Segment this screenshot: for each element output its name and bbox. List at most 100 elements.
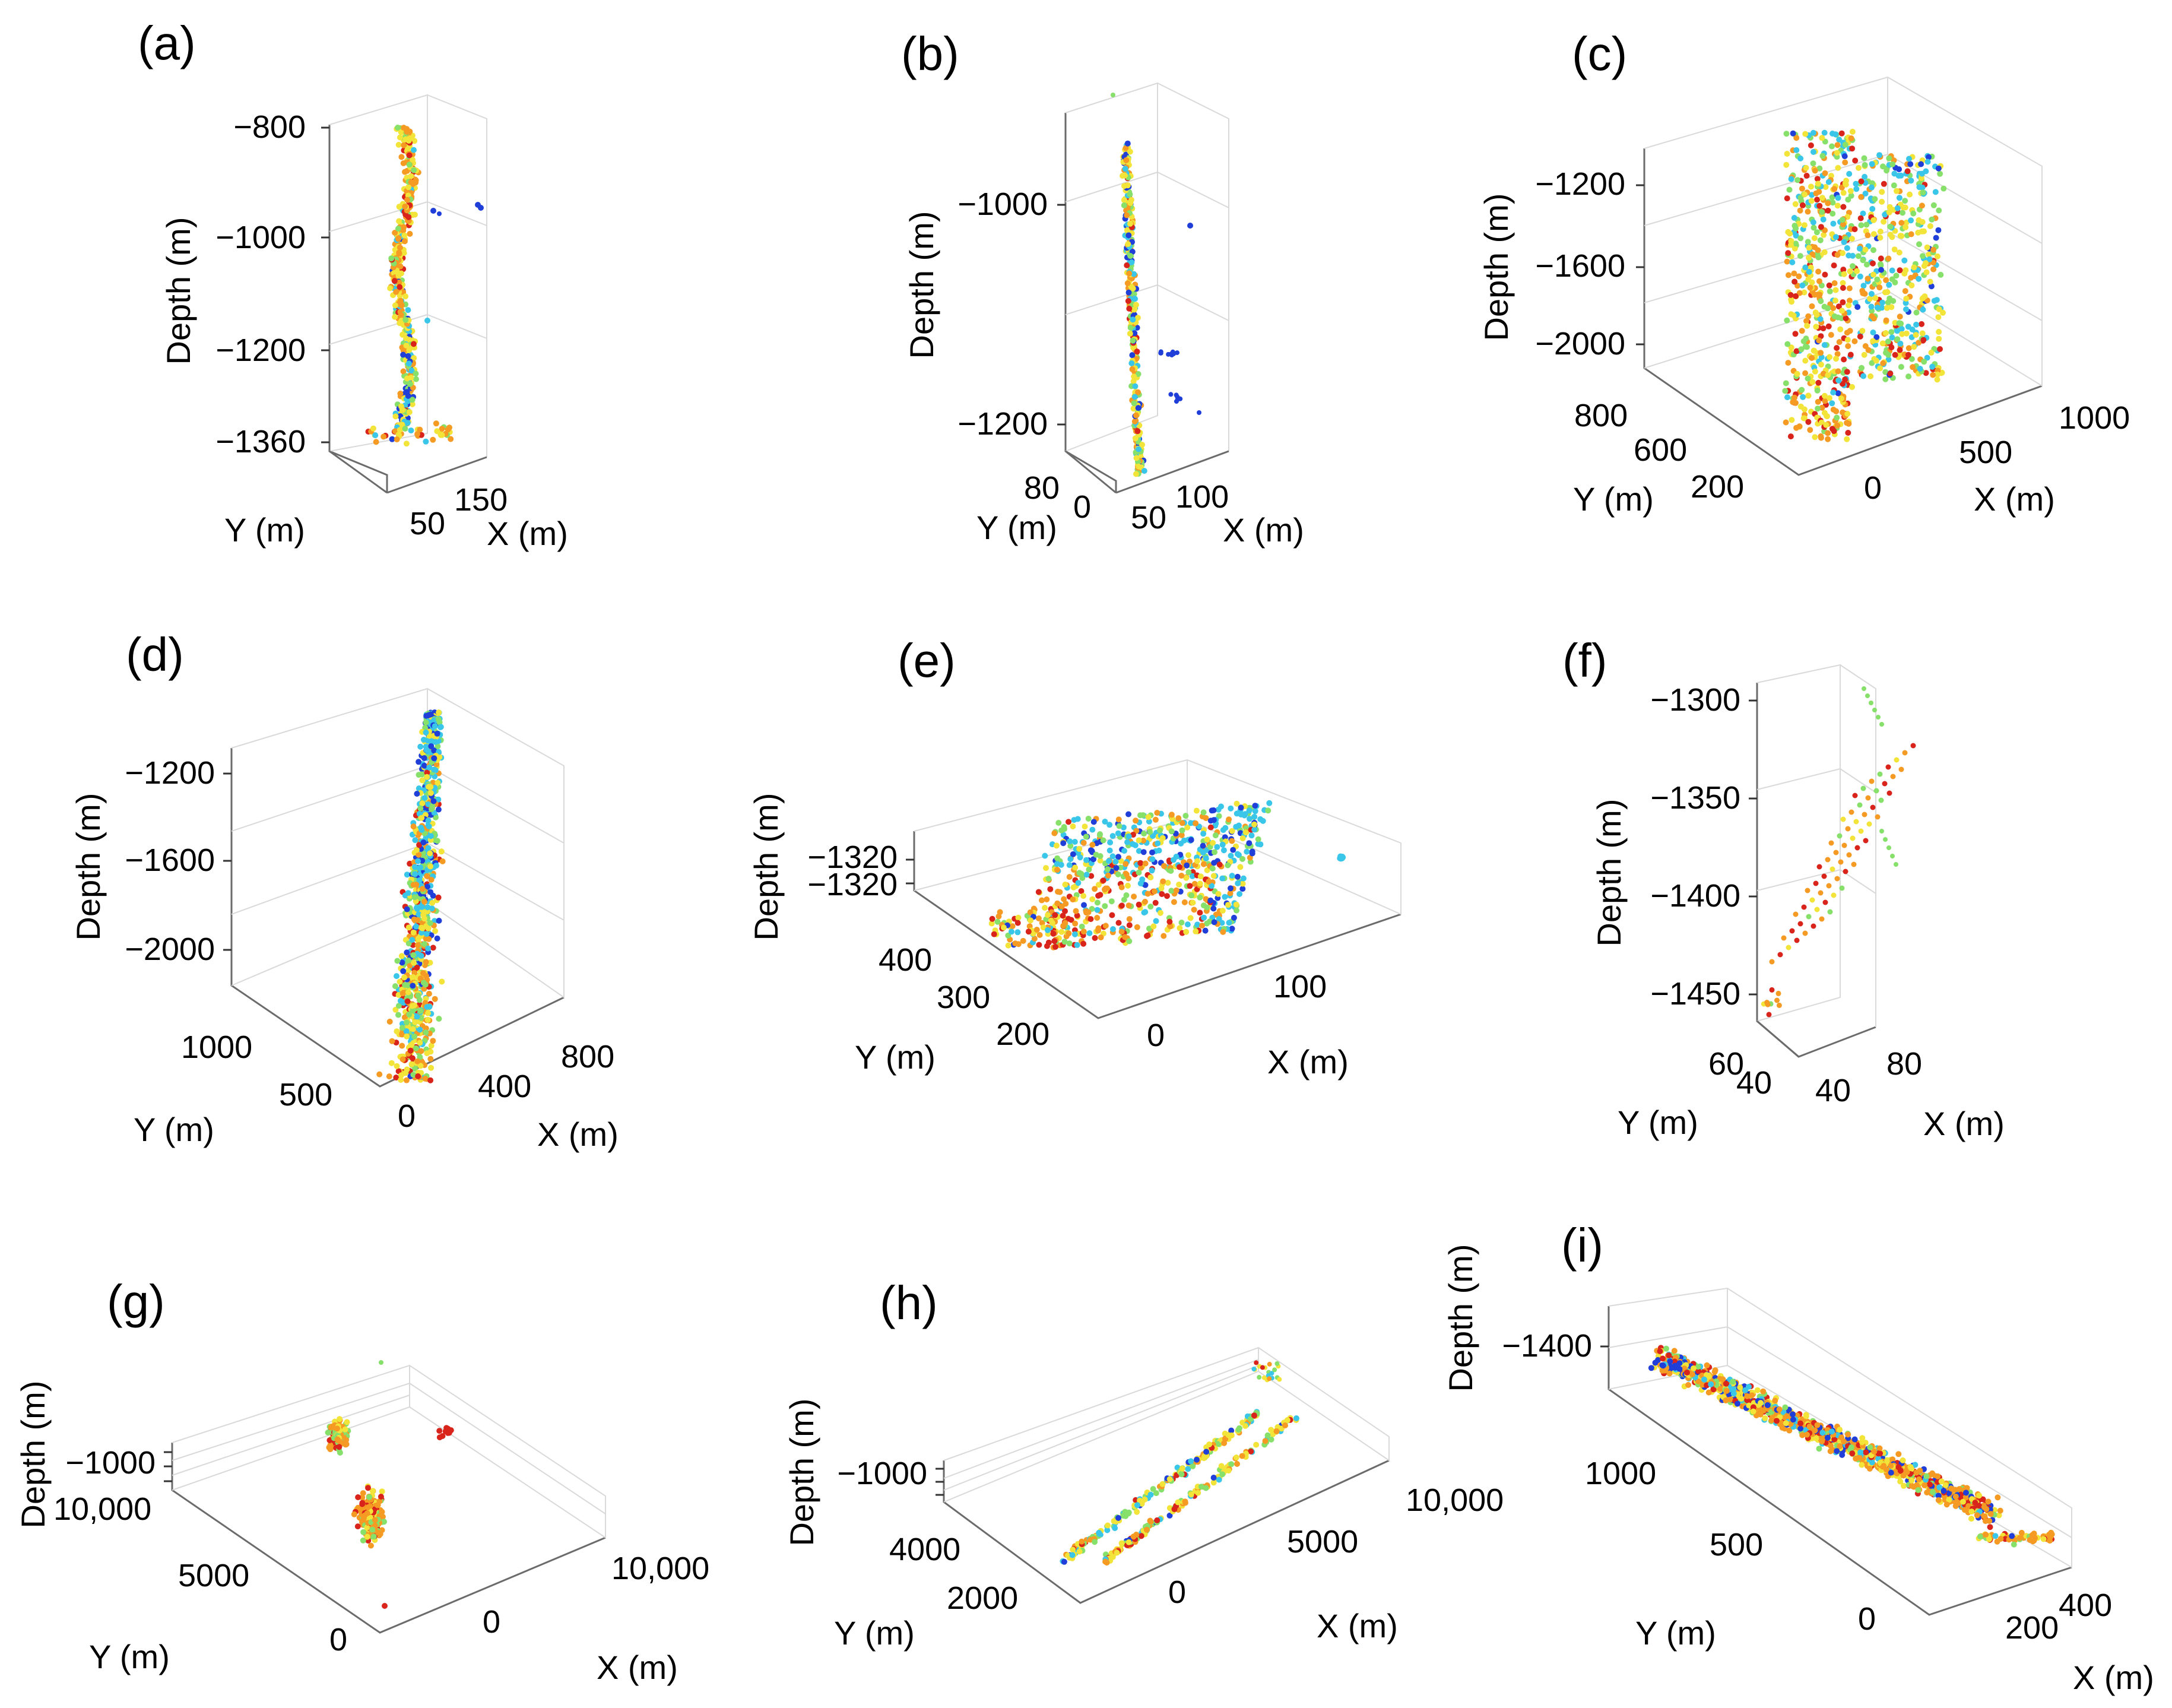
scatter-point <box>1216 861 1223 868</box>
x-tick-label: 400 <box>478 1069 531 1104</box>
scatter-point <box>418 924 424 931</box>
scatter-point <box>1919 202 1925 209</box>
scatter-point <box>1762 1415 1768 1421</box>
scatter-point <box>1845 343 1851 349</box>
scatter-point <box>392 230 398 236</box>
scatter-point <box>326 1437 333 1443</box>
scatter-point <box>364 1504 371 1511</box>
scatter-point <box>410 1026 416 1032</box>
scatter-point <box>1806 268 1812 275</box>
scatter-point <box>407 230 413 237</box>
scatter-point <box>1238 804 1244 811</box>
scatter-point <box>1802 343 1809 350</box>
scatter-point <box>1905 351 1911 358</box>
scatter-point <box>1220 929 1226 935</box>
scatter-point <box>1847 351 1854 358</box>
y-axis: 1000 500 Y (m) <box>134 1029 332 1148</box>
scatter-point <box>429 899 436 906</box>
scatter-point <box>1791 270 1797 277</box>
scatter-point <box>1889 161 1896 167</box>
y-axis: Y (m) <box>224 511 305 549</box>
scatter-point <box>425 945 432 952</box>
scatter-point <box>1869 205 1876 212</box>
scatter-point <box>1052 912 1058 918</box>
scatter-point <box>1905 345 1912 351</box>
scatter-point <box>1027 909 1033 915</box>
scatter-point <box>1788 242 1794 248</box>
scatter-point <box>404 420 411 426</box>
scatter-point <box>1127 191 1133 198</box>
scatter-point <box>1891 246 1898 253</box>
scatter-point <box>1234 800 1240 807</box>
scatter-point <box>1793 225 1799 232</box>
scatter-point <box>1850 263 1856 270</box>
scatter-point <box>1190 1463 1196 1469</box>
scatter-point <box>1125 232 1132 239</box>
scatter-point <box>1141 910 1147 916</box>
scatter-point <box>1115 1514 1121 1521</box>
scatter-point <box>1814 176 1821 182</box>
x-tick-label: 0 <box>1147 1018 1165 1053</box>
scatter-point <box>1131 271 1137 277</box>
scatter-point <box>1044 943 1050 949</box>
y-axis-label: Y (m) <box>1618 1104 1698 1141</box>
y-axis-label: Y (m) <box>1635 1614 1716 1652</box>
scatter-point <box>1834 150 1840 156</box>
scatter-point <box>1825 207 1831 214</box>
scatter-point <box>404 906 410 912</box>
scatter-point <box>1902 750 1908 756</box>
scatter-point <box>1132 296 1138 302</box>
y-tick-label: 0 <box>1858 1601 1876 1637</box>
scatter-point <box>1130 344 1137 351</box>
scatter-point <box>1005 932 1012 939</box>
y-tick-label: 10,000 <box>53 1491 151 1527</box>
scatter-point <box>404 998 411 1004</box>
scatter-point <box>1074 942 1080 948</box>
z-tick-label: −1200 <box>1535 166 1625 202</box>
scatter-point <box>1862 173 1868 180</box>
scatter-point <box>1785 360 1791 366</box>
scatter-point <box>1118 929 1125 935</box>
scatter-point <box>1816 1446 1822 1452</box>
scatter-point <box>1201 914 1207 921</box>
y-tick-label: 200 <box>996 1016 1049 1052</box>
scatter-point <box>1888 329 1895 335</box>
scatter-point <box>1900 204 1907 211</box>
scatter-point <box>1858 222 1865 229</box>
x-axis: 200 400 X (m) <box>2005 1587 2154 1696</box>
scatter-point <box>1878 797 1884 803</box>
y-tick-label: 80 <box>1024 470 1060 506</box>
scatter-point <box>1116 823 1123 829</box>
scatter-point <box>408 1061 415 1067</box>
scatter-point <box>1175 1499 1181 1506</box>
scatter-point <box>404 197 410 203</box>
scatter-point <box>1801 289 1808 296</box>
scatter-point <box>436 1428 443 1434</box>
scatter-point <box>432 928 439 934</box>
scatter-point <box>421 762 427 769</box>
scatter-point <box>399 1025 405 1031</box>
scatter-point <box>406 347 413 353</box>
scatter-point <box>1155 840 1161 847</box>
z-tick-label: −1200 <box>215 332 306 368</box>
scatter-point <box>439 1433 446 1439</box>
scatter-point <box>392 413 399 420</box>
scatter-point <box>404 1066 410 1073</box>
scatter-point <box>1165 880 1171 886</box>
scatter-point <box>437 724 444 730</box>
x-tick-label: 10,000 <box>611 1551 709 1586</box>
scatter-point <box>1797 403 1804 410</box>
scatter-point <box>406 1011 413 1018</box>
scatter-point <box>1844 245 1850 251</box>
scatter-point <box>392 983 398 990</box>
scatter-point <box>370 1533 377 1540</box>
scatter-point <box>1178 1471 1185 1477</box>
scatter-point <box>1089 826 1096 833</box>
scatter-point <box>1916 340 1922 346</box>
scatter-point <box>1819 916 1825 922</box>
scatter-point <box>1257 841 1264 848</box>
scatter-point <box>1832 234 1839 240</box>
x-tick-label: 5000 <box>1287 1524 1358 1560</box>
scatter-point <box>1236 891 1243 897</box>
scatter-point <box>400 368 407 375</box>
